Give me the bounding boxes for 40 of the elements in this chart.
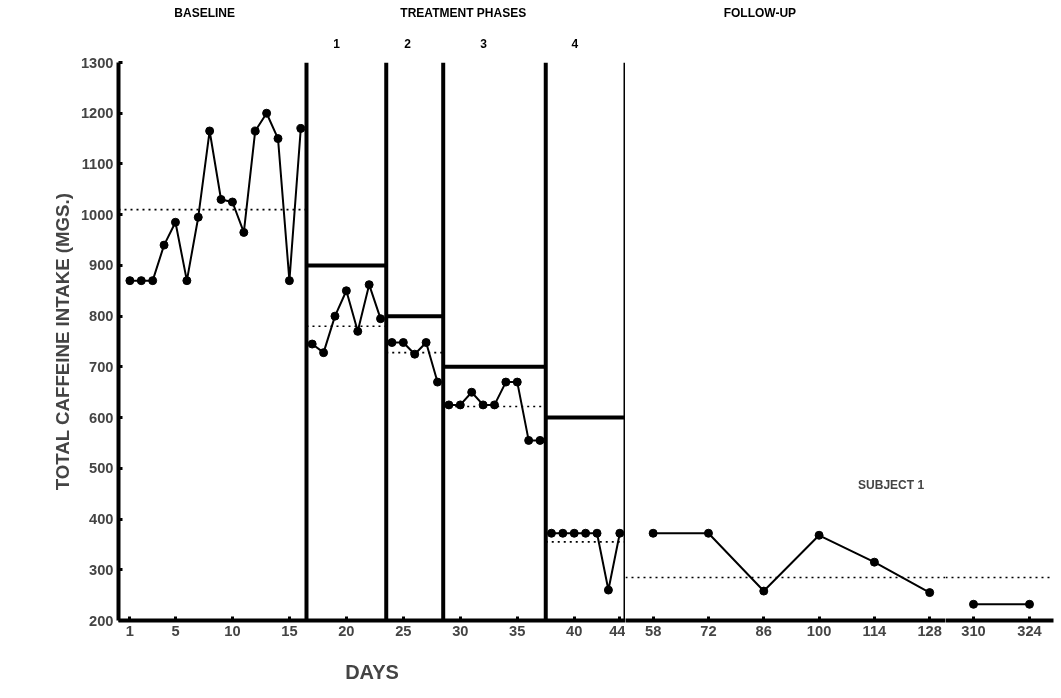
y-tick-label: 1100	[81, 155, 114, 172]
text: 4	[571, 37, 579, 52]
y-tick-label: 1200	[80, 105, 114, 122]
x-tick-label: 44	[609, 622, 627, 639]
y-tick-label: 800	[89, 308, 114, 325]
x-tick-label: 25	[395, 622, 412, 639]
y-tick-label: 500	[89, 460, 114, 477]
x-tick-label: 114	[862, 622, 888, 639]
x-tick-label: 324	[1017, 622, 1043, 639]
x-tick-label: 86	[755, 622, 772, 639]
x-tick-label: 40	[566, 622, 583, 639]
x-tick-label: 30	[452, 622, 469, 639]
y-tick-label: 900	[89, 257, 114, 274]
annotation: SUBJECT 1	[858, 478, 925, 493]
y-tick-label: 200	[89, 612, 114, 629]
x-tick-label: 100	[806, 622, 832, 639]
y-tick-label: 600	[89, 409, 114, 426]
text: 1	[333, 37, 341, 52]
text: TREATMENT PHASES	[400, 6, 527, 21]
text: 3	[480, 37, 488, 52]
y-tick-label: 300	[89, 561, 114, 578]
text: BASELINE	[174, 6, 236, 21]
x-tick-label: 5	[171, 622, 180, 639]
y-tick-label: 700	[89, 358, 114, 375]
x-axis-title: DAYS	[345, 660, 399, 683]
x-tick-label: 15	[281, 622, 298, 639]
y-tick-label: 400	[89, 511, 114, 528]
x-tick-label: 20	[338, 622, 355, 639]
x-tick-label: 1	[125, 622, 134, 639]
x-tick-label: 128	[917, 622, 942, 639]
text: FOLLOW-UP	[723, 6, 797, 21]
x-tick-label: 35	[509, 622, 526, 639]
y-tick-label: 1000	[80, 206, 114, 223]
y-axis-title: TOTAL CAFFEINE INTAKE (MGS.)	[51, 193, 73, 491]
x-tick-label: 310	[961, 622, 986, 639]
x-tick-label: 72	[700, 622, 717, 639]
y-tick-label: 1300	[80, 54, 114, 71]
x-tick-label: 58	[645, 622, 662, 639]
text: 2	[404, 37, 412, 52]
x-tick-label: 10	[224, 622, 241, 639]
